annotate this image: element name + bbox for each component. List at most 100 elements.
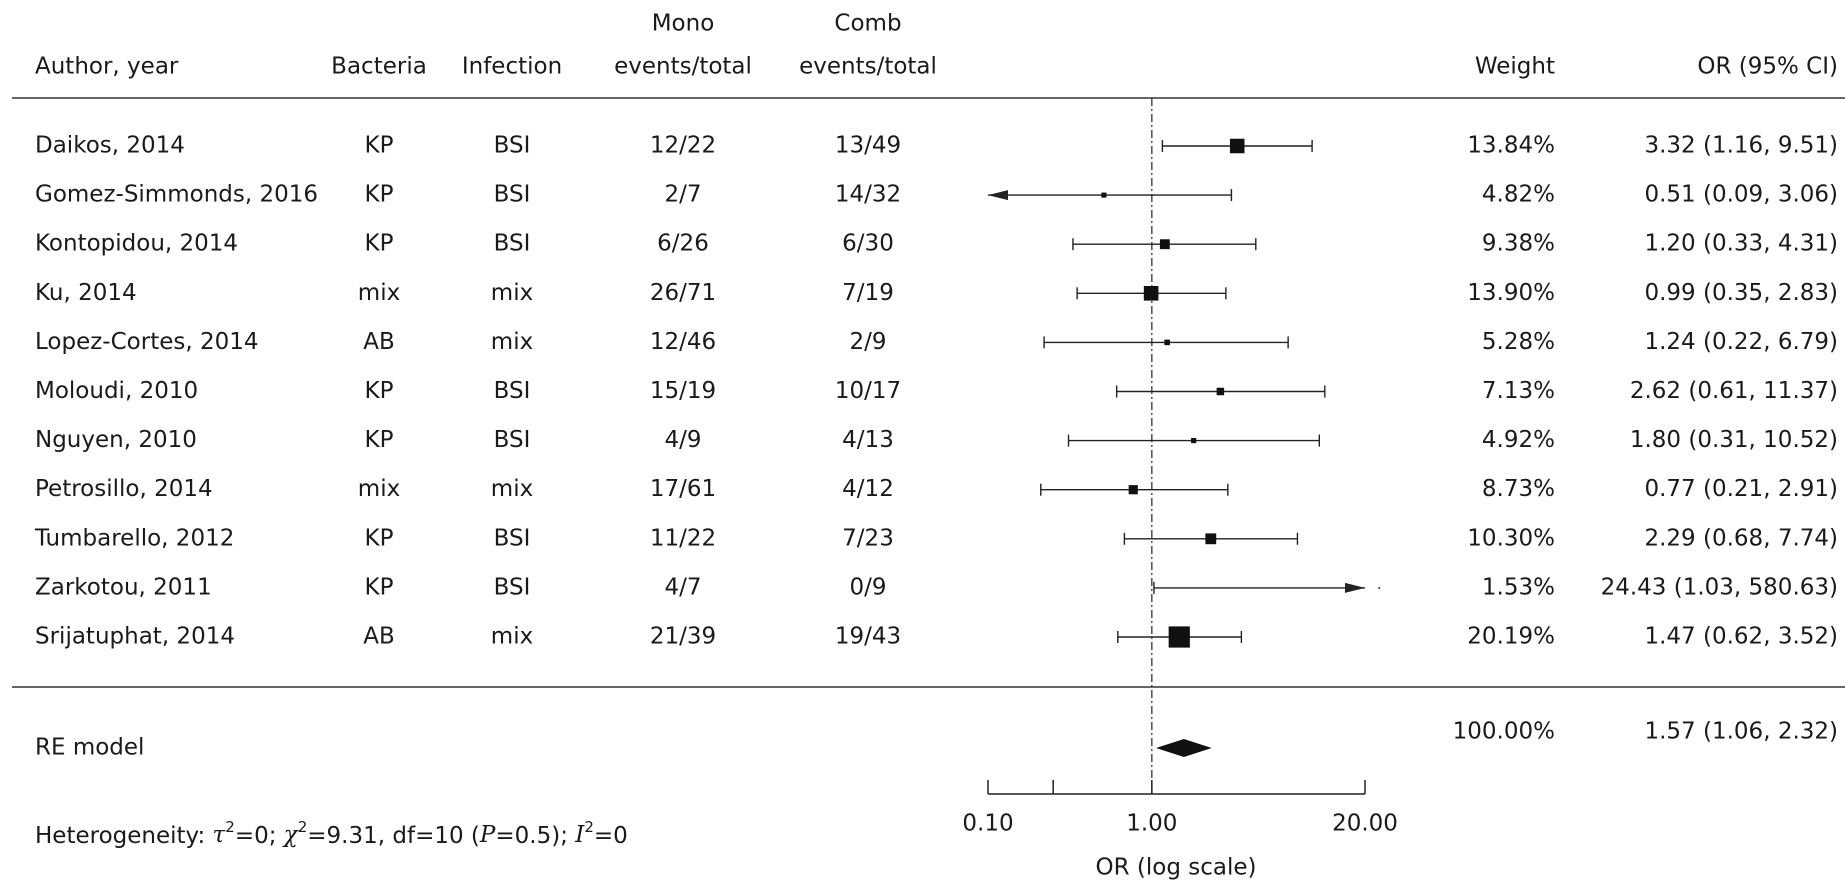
text: =0; <box>235 823 284 849</box>
column-header: Author, year <box>35 54 179 80</box>
ci-arrow <box>1345 582 1365 593</box>
mono-events: 21/39 <box>650 624 716 650</box>
point-estimate <box>1216 387 1225 396</box>
mono-events: 26/71 <box>650 280 716 306</box>
mono-events: 11/22 <box>650 525 716 551</box>
bacteria: KP <box>365 378 394 404</box>
infection: BSI <box>494 378 531 404</box>
point-estimate <box>1229 138 1245 154</box>
or-ci: 24.43 (1.03, 580.63) <box>1601 574 1838 600</box>
study-name: Srijatuphat, 2014 <box>35 624 235 650</box>
weight: 8.73% <box>1482 476 1555 502</box>
point-estimate <box>1164 339 1170 346</box>
weight: 5.28% <box>1482 329 1555 355</box>
comb-events: 7/19 <box>842 280 894 306</box>
study-name: Lopez-Cortes, 2014 <box>35 329 259 355</box>
column-header: OR (95% CI) <box>1697 54 1838 80</box>
infection: BSI <box>494 231 531 257</box>
comb-events: 13/49 <box>835 133 901 159</box>
study-name: Zarkotou, 2011 <box>35 574 212 600</box>
column-header: Bacteria <box>331 54 427 80</box>
bacteria: KP <box>365 182 394 208</box>
weight: 20.19% <box>1467 624 1555 650</box>
superscript: 2 <box>298 818 308 836</box>
bacteria: KP <box>365 574 394 600</box>
comb-events: 4/12 <box>842 476 894 502</box>
infection: BSI <box>494 574 531 600</box>
symbol: P <box>479 822 496 848</box>
infection: BSI <box>494 182 531 208</box>
or-ci: 3.32 (1.16, 9.51) <box>1644 133 1838 159</box>
infection: BSI <box>494 525 531 551</box>
mono-events: 2/7 <box>664 182 701 208</box>
or-ci: 0.99 (0.35, 2.83) <box>1644 280 1838 306</box>
weight: 4.82% <box>1482 182 1555 208</box>
weight: 1.53% <box>1482 574 1555 600</box>
column-header: Mono <box>652 11 715 37</box>
column-header: Infection <box>462 54 562 80</box>
superscript: 2 <box>225 818 235 836</box>
point-estimate <box>1101 192 1107 198</box>
text: =9.31, df=10 ( <box>307 823 480 849</box>
bacteria: KP <box>365 133 394 159</box>
infection: mix <box>491 476 533 502</box>
or-ci: 1.20 (0.33, 4.31) <box>1644 231 1838 257</box>
infection: BSI <box>494 133 531 159</box>
weight: 4.92% <box>1482 427 1555 453</box>
summary-diamond <box>1155 739 1212 757</box>
summary-label: RE model <box>35 735 144 761</box>
point-estimate <box>1143 286 1159 301</box>
weight: 13.84% <box>1467 133 1555 159</box>
weight: 7.13% <box>1482 378 1555 404</box>
or-ci: 0.51 (0.09, 3.06) <box>1644 182 1838 208</box>
text: Heterogeneity: <box>35 823 213 849</box>
symbol: I <box>574 822 585 848</box>
point-estimate <box>1378 587 1381 589</box>
study-name: Ku, 2014 <box>35 280 137 306</box>
or-ci: 1.24 (0.22, 6.79) <box>1644 329 1838 355</box>
x-tick-label: 1.00 <box>1126 811 1177 837</box>
column-header: events/total <box>614 54 752 80</box>
mono-events: 4/7 <box>664 574 701 600</box>
summary-ci: 1.57 (1.06, 2.32) <box>1644 719 1838 745</box>
or-ci: 0.77 (0.21, 2.91) <box>1644 476 1838 502</box>
mono-events: 6/26 <box>657 231 709 257</box>
superscript: 2 <box>584 818 594 836</box>
point-estimate <box>1159 239 1170 250</box>
study-name: Petrosillo, 2014 <box>35 476 213 502</box>
bacteria: mix <box>358 280 400 306</box>
or-ci: 2.29 (0.68, 7.74) <box>1644 525 1838 551</box>
x-tick-label: 0.10 <box>962 811 1013 837</box>
bacteria: KP <box>365 525 394 551</box>
bacteria: AB <box>363 624 395 650</box>
study-name: Gomez-Simmonds, 2016 <box>35 182 318 208</box>
infection: mix <box>491 280 533 306</box>
column-header: Comb <box>834 11 901 37</box>
bacteria: KP <box>365 231 394 257</box>
study-name: Moloudi, 2010 <box>35 378 198 404</box>
comb-events: 2/9 <box>849 329 886 355</box>
weight: 10.30% <box>1467 525 1555 551</box>
point-estimate <box>1205 533 1217 545</box>
point-estimate <box>1191 438 1197 444</box>
study-name: Daikos, 2014 <box>35 133 185 159</box>
text: =0.5); <box>495 823 575 849</box>
symbol: χ <box>282 822 300 848</box>
symbol: τ <box>213 822 227 848</box>
mono-events: 12/46 <box>650 329 716 355</box>
study-name: Tumbarello, 2012 <box>34 525 234 551</box>
comb-events: 19/43 <box>835 624 901 650</box>
column-header: Weight <box>1475 54 1555 80</box>
comb-events: 10/17 <box>835 378 901 404</box>
weight: 13.90% <box>1467 280 1555 306</box>
study-name: Kontopidou, 2014 <box>35 231 238 257</box>
or-ci: 2.62 (0.61, 11.37) <box>1630 378 1838 404</box>
point-estimate <box>1128 485 1138 495</box>
x-tick-label: 20.00 <box>1332 811 1398 837</box>
bacteria: mix <box>358 476 400 502</box>
comb-events: 7/23 <box>842 525 894 551</box>
heterogeneity: Heterogeneity: τ2=0; χ2=9.31, df=10 (P=0… <box>35 818 628 849</box>
column-header: events/total <box>799 54 937 80</box>
point-estimate <box>1168 626 1190 648</box>
